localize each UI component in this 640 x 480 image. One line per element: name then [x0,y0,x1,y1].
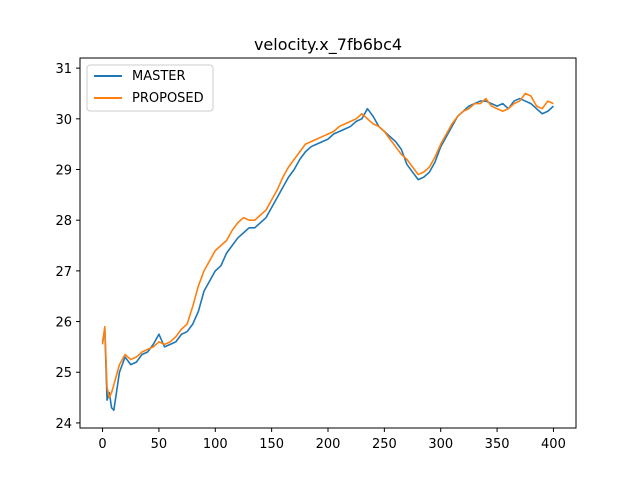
y-tick-label: 26 [55,316,72,331]
x-tick-label: 100 [203,437,228,452]
x-axis: 0 50 100 150 200 250 300 350 400 [98,428,566,452]
y-tick-label: 29 [55,164,72,179]
y-tick-label: 28 [55,214,72,229]
y-tick-label: 25 [55,366,72,381]
x-tick-label: 50 [151,437,168,452]
series-layer [101,92,554,412]
plot-frame [79,57,577,429]
x-tick-label: 250 [372,437,397,452]
legend-label-proposed: PROPOSED [132,91,204,106]
x-tick-label: 200 [316,437,341,452]
series-line-master [101,97,554,412]
series-line-proposed [101,92,554,399]
y-tick-label: 30 [55,113,72,128]
y-axis: 24 25 26 27 28 29 30 31 [55,62,80,432]
chart-title: velocity.x_7fb6bc4 [254,35,402,55]
legend: MASTER PROPOSED [86,64,214,112]
x-tick-label: 400 [541,437,566,452]
y-tick-label: 24 [55,417,72,432]
y-tick-label: 31 [55,62,72,77]
legend-label-master: MASTER [132,69,186,84]
x-tick-label: 350 [485,437,510,452]
x-tick-label: 0 [98,437,106,452]
x-tick-label: 150 [259,437,284,452]
y-tick-label: 27 [55,265,72,280]
plot-area [79,57,577,429]
x-tick-label: 300 [428,437,453,452]
